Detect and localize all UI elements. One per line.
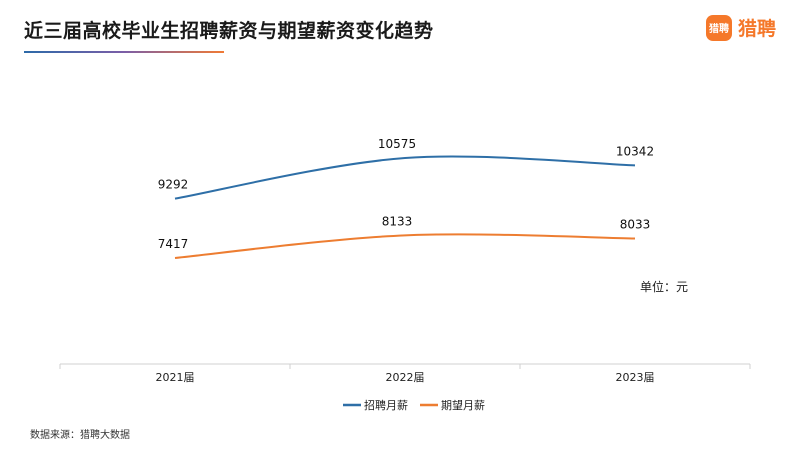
series-line-1 bbox=[174, 233, 636, 259]
data-label-1-0: 7417 bbox=[158, 237, 189, 251]
data-label-0-1: 10575 bbox=[378, 137, 416, 151]
brand-logo: 猎聘 猎聘 bbox=[705, 14, 776, 41]
brand-name: 猎聘 bbox=[737, 18, 776, 40]
x-tick-label-2: 2023届 bbox=[616, 371, 655, 384]
x-tick-label-1: 2022届 bbox=[386, 371, 425, 384]
legend-label-1: 期望月薪 bbox=[441, 399, 485, 412]
x-tick-label-0: 2021届 bbox=[156, 371, 195, 384]
data-label-0-2: 10342 bbox=[616, 144, 654, 158]
legend-label-0: 招聘月薪 bbox=[364, 398, 408, 412]
data-source: 数据来源：猎聘大数据 bbox=[30, 430, 130, 441]
unit-label: 单位：元 bbox=[640, 280, 689, 294]
data-label-0-0: 9292 bbox=[158, 178, 189, 192]
data-label-1-2: 8033 bbox=[620, 217, 651, 231]
series-line-0 bbox=[174, 155, 636, 200]
data-label-1-1: 8133 bbox=[382, 214, 413, 228]
title-underline bbox=[24, 51, 224, 53]
page-title: 近三届高校毕业生招聘薪资与期望薪资变化趋势 bbox=[24, 20, 434, 42]
brand-icon: 猎聘 bbox=[705, 14, 732, 41]
